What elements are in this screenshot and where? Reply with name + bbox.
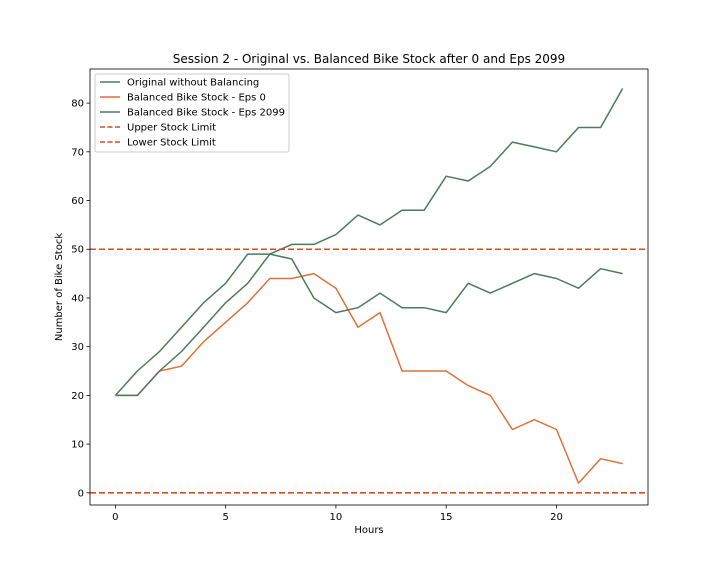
y-tick-label: 10 (71, 440, 84, 451)
chart-title: Session 2 - Original vs. Balanced Bike S… (173, 52, 565, 66)
balanced-bike-stock-eps-0-line (115, 272, 623, 484)
y-tick-label: 20 (71, 391, 84, 402)
legend-entry-label: Upper Stock Limit (127, 123, 216, 134)
x-tick-label: 15 (440, 512, 453, 523)
legend-box (94, 73, 290, 153)
y-tick-label: 0 (78, 488, 84, 499)
y-tick-label: 60 (71, 196, 84, 207)
y-tick-label: 70 (71, 147, 84, 158)
legend-entry-label: Lower Stock Limit (127, 138, 216, 149)
x-tick-label: 20 (550, 512, 563, 523)
series-layer (90, 88, 648, 494)
plot-frame (89, 68, 649, 506)
x-tick-label: 0 (112, 512, 118, 523)
legend-entry-label: Balanced Bike Stock - Eps 2099 (127, 108, 285, 119)
x-axis-label: Hours (354, 525, 383, 536)
y-axis-label: Number of Bike Stock (54, 233, 65, 341)
x-tick-label: 5 (222, 512, 228, 523)
y-tick-label: 40 (71, 293, 84, 304)
y-tick-label: 30 (71, 342, 84, 353)
y-tick-label: 80 (71, 99, 84, 110)
x-tick-label: 10 (330, 512, 343, 523)
legend-entry-label: Original without Balancing (127, 78, 259, 89)
legend-entry-label: Balanced Bike Stock - Eps 0 (127, 93, 266, 104)
balanced-bike-stock-eps-2099-line (115, 253, 623, 397)
legend: Original without Balancing Balanced Bike … (94, 73, 290, 153)
x-axis: 0 5 10 15 20 (112, 505, 563, 523)
y-tick-label: 50 (71, 245, 84, 256)
original-without-balancing-line (114, 88, 624, 396)
y-axis: 0 10 20 30 40 50 60 70 80 (71, 99, 90, 499)
